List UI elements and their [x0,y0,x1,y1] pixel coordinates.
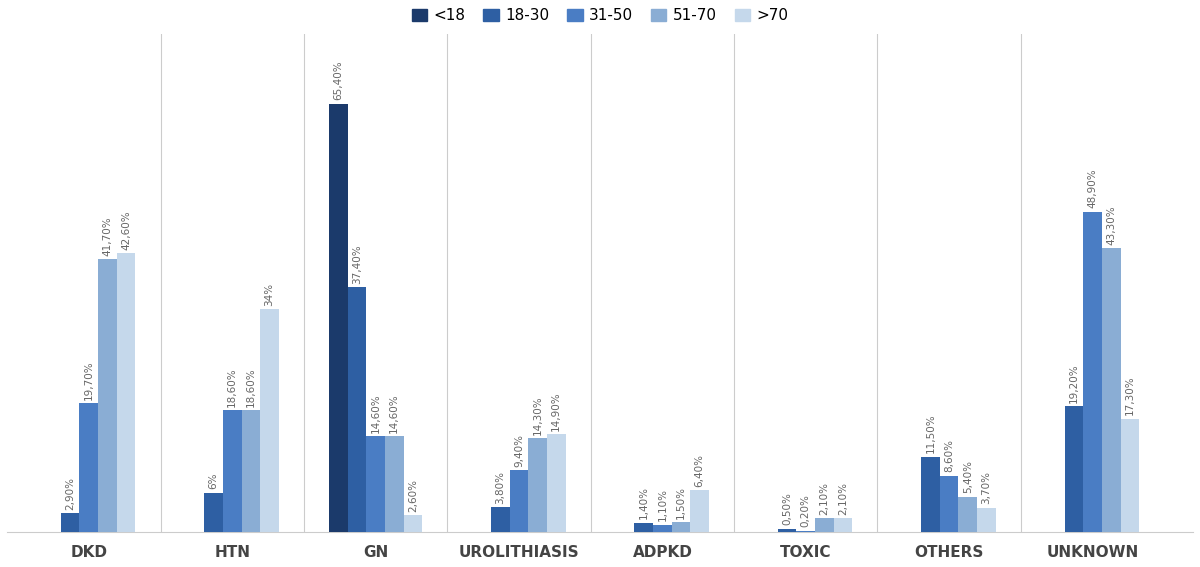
Bar [98,259,116,532]
Bar [241,410,260,532]
Text: 3,80%: 3,80% [496,471,505,503]
Bar [778,528,797,532]
Text: 1,10%: 1,10% [658,488,667,522]
Text: 2,90%: 2,90% [65,477,76,510]
Bar [116,253,136,532]
Bar [79,403,98,532]
Text: 0,20%: 0,20% [800,494,811,527]
Text: 65,40%: 65,40% [334,489,343,528]
Text: 48,90%: 48,90% [1087,169,1098,209]
Text: 14,60%: 14,60% [371,393,380,433]
Text: 1,40%: 1,40% [638,486,649,519]
Text: 14,90%: 14,90% [551,391,562,431]
Bar [223,410,241,532]
Text: 14,60%: 14,60% [389,393,400,433]
Bar [61,513,79,532]
Bar [260,309,278,532]
Text: 8,60%: 8,60% [944,439,954,472]
Text: 37,40%: 37,40% [352,244,362,284]
Text: 11,50%: 11,50% [925,414,936,453]
Bar [1121,418,1139,532]
Bar [547,434,565,532]
Text: 41,70%: 41,70% [102,216,113,256]
Bar [834,518,852,532]
Bar [329,104,348,532]
Text: 6%: 6% [209,473,218,489]
Text: 18,60%: 18,60% [246,367,256,407]
Text: 0,50%: 0,50% [782,492,792,525]
Bar [922,456,940,532]
Text: 43,30%: 43,30% [1106,205,1116,245]
Legend: <18, 18-30, 31-50, 51-70, >70: <18, 18-30, 31-50, 51-70, >70 [406,2,794,29]
Bar [977,507,996,532]
Bar [797,531,815,532]
Text: 19,70%: 19,70% [84,360,94,400]
Bar [1084,211,1102,532]
Bar [672,522,690,532]
Text: 65,40%: 65,40% [334,61,343,100]
Text: 5,40%: 5,40% [962,460,973,493]
Bar [204,493,223,532]
Text: 9,40%: 9,40% [514,434,524,467]
Bar [385,436,403,532]
Bar [653,524,672,532]
Text: 42,60%: 42,60% [121,210,131,249]
Text: 6,40%: 6,40% [695,454,704,486]
Bar [1064,406,1084,532]
Bar [940,476,959,532]
Bar [959,497,977,532]
Text: 2,60%: 2,60% [408,479,418,511]
Bar [491,507,510,532]
Text: 34%: 34% [264,283,275,306]
Bar [815,518,834,532]
Text: 18,60%: 18,60% [227,367,238,407]
Bar [528,438,547,532]
Text: 2,10%: 2,10% [838,482,848,515]
Bar [635,523,653,532]
Text: 17,30%: 17,30% [1124,376,1135,415]
Bar [403,515,422,532]
Text: 1,50%: 1,50% [676,486,686,519]
Bar [1102,248,1121,532]
Bar [348,287,366,532]
Text: 14,30%: 14,30% [533,395,542,435]
Text: 19,20%: 19,20% [1069,363,1079,403]
Text: 3,70%: 3,70% [982,471,991,505]
Text: 2,10%: 2,10% [820,482,829,515]
Bar [510,470,528,532]
Bar [690,490,709,532]
Bar [366,436,385,532]
